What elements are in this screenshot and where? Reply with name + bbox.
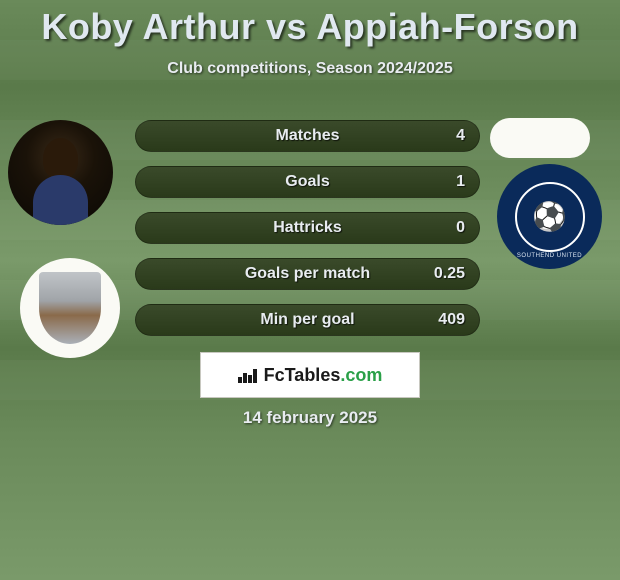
stat-row: Goals 1 (135, 166, 480, 198)
stat-right: 409 (410, 311, 465, 329)
stat-row: Matches 4 (135, 120, 480, 152)
stat-right: 0.25 (410, 265, 465, 283)
stat-label: Goals (205, 173, 410, 191)
stat-row: Goals per match 0.25 (135, 258, 480, 290)
subtitle: Club competitions, Season 2024/2025 (0, 60, 620, 78)
stat-row: Min per goal 409 (135, 304, 480, 336)
stat-label: Goals per match (205, 265, 410, 283)
club-right-badge: ⚽ SOUTHEND UNITED (497, 164, 602, 269)
stat-label: Min per goal (205, 311, 410, 329)
player-left-avatar (8, 120, 113, 225)
brand-bars-icon (238, 367, 258, 383)
stat-right: 0 (410, 219, 465, 237)
stat-row: Hattricks 0 (135, 212, 480, 244)
player-right-avatar (490, 118, 590, 158)
stat-label: Matches (205, 127, 410, 145)
date-label: 14 february 2025 (0, 408, 620, 428)
page-title: Koby Arthur vs Appiah-Forson (0, 6, 620, 48)
brand-suffix: .com (340, 365, 382, 385)
stat-right: 4 (410, 127, 465, 145)
brand-box: FcTables.com (200, 352, 420, 398)
stat-label: Hattricks (205, 219, 410, 237)
brand-text: FcTables.com (264, 365, 383, 386)
brand-name: FcTables (264, 365, 341, 385)
club-left-badge (20, 258, 120, 358)
club-right-label: SOUTHEND UNITED (517, 253, 582, 259)
stat-right: 1 (410, 173, 465, 191)
